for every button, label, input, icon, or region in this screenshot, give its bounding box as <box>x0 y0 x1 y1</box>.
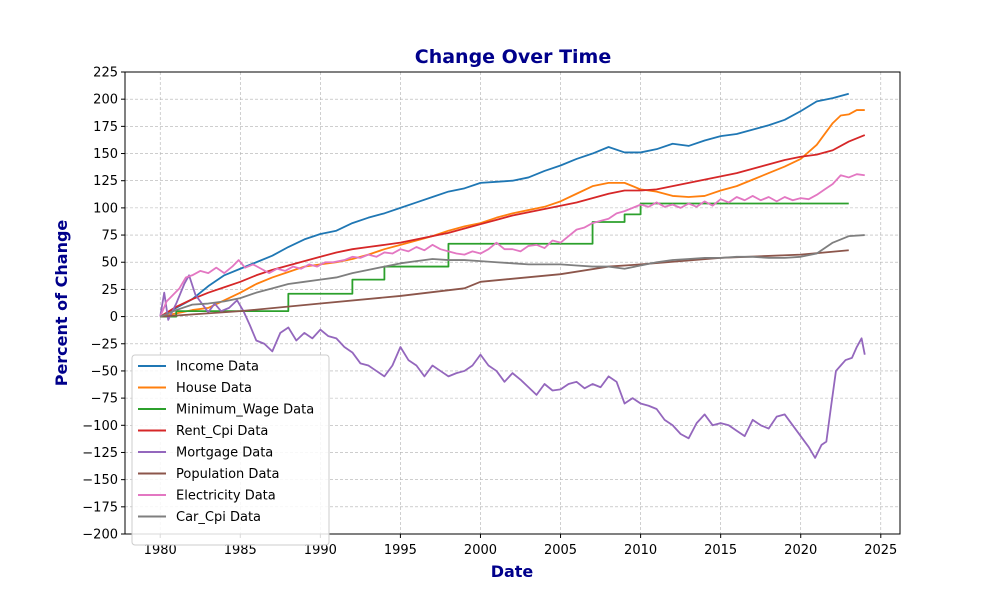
x-axis-title: Date <box>491 562 534 581</box>
y-axis-title: Percent of Change <box>52 220 71 387</box>
legend-label: Car_Cpi Data <box>176 510 261 525</box>
y-tick-label: −50 <box>91 364 118 379</box>
y-tick-label: −75 <box>91 392 118 407</box>
y-tick-label: 100 <box>93 201 118 216</box>
series-line-car-cpi-data <box>159 234 865 318</box>
x-tick-label: 2025 <box>864 543 897 558</box>
series-line-minimum-wage-data <box>160 202 849 318</box>
y-tick-label: 25 <box>101 283 118 298</box>
x-tick-label: 2000 <box>464 543 497 558</box>
y-tick-label: 125 <box>93 174 118 189</box>
series-line-income-data <box>159 92 849 318</box>
legend-label: House Data <box>176 381 252 396</box>
y-tick-label: 150 <box>93 147 118 162</box>
x-axis-ticks: 1980 1985 1990 1995 2000 2005 2010 2015 2020 2025 <box>144 534 897 558</box>
y-tick-label: 225 <box>93 66 118 81</box>
y-tick-label: −25 <box>91 337 118 352</box>
legend-label: Rent_Cpi Data <box>176 424 268 439</box>
plot-frame <box>124 71 901 535</box>
x-tick-label: 1990 <box>304 543 337 558</box>
x-tick-label: 2010 <box>624 543 657 558</box>
legend-label: Mortgage Data <box>176 446 273 461</box>
legend-label: Electricity Data <box>176 489 276 504</box>
y-tick-label: −125 <box>82 446 118 461</box>
legend-label: Income Data <box>176 360 259 375</box>
legend-label: Population Data <box>176 467 279 482</box>
x-tick-label: 2015 <box>704 543 737 558</box>
y-tick-label: 200 <box>93 93 118 108</box>
x-tick-label: 1995 <box>384 543 417 558</box>
series-line-electricity-data <box>159 173 865 317</box>
x-tick-label: 1980 <box>144 543 177 558</box>
y-tick-label: −100 <box>82 419 118 434</box>
y-tick-label: −175 <box>82 500 118 515</box>
x-tick-label: 1985 <box>224 543 257 558</box>
series-line-house-data <box>160 109 865 318</box>
legend-box <box>131 354 330 546</box>
series-layer <box>159 92 866 459</box>
series-line-mortgage-data <box>159 274 866 459</box>
y-tick-label: 75 <box>101 229 118 244</box>
y-tick-label: 175 <box>93 120 118 135</box>
y-tick-label: 0 <box>110 310 118 325</box>
y-axis-ticks: −200 −175 −150 −125 −100 −75 −50 −25 0 25 50 75 100 1… <box>82 66 125 543</box>
legend-label: Minimum_Wage Data <box>176 403 314 418</box>
x-tick-label: 2005 <box>544 543 577 558</box>
y-tick-label: −150 <box>82 473 118 488</box>
y-tick-label: 50 <box>101 256 118 271</box>
chart-title: Change Over Time <box>415 46 612 68</box>
x-tick-label: 2020 <box>784 543 817 558</box>
legend: Income Data House Data Minimum_Wage Data Re… <box>131 354 330 546</box>
y-tick-label: −200 <box>82 528 118 543</box>
